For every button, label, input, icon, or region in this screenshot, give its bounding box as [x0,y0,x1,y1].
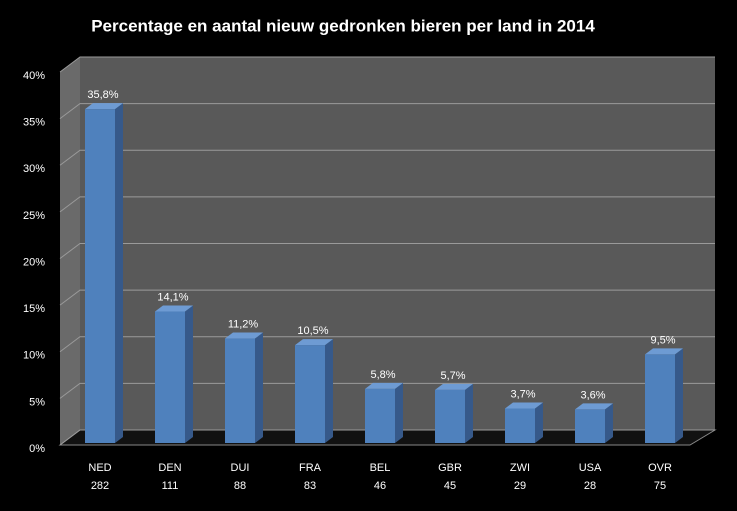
x-tick-count: 29 [514,480,526,492]
y-tick-label: 25% [23,210,45,222]
y-tick-label: 0% [29,443,45,455]
bar-side [395,382,403,443]
y-tick-label: 30% [23,163,45,175]
bar-top [295,339,333,346]
bar [365,388,395,443]
bar [295,345,325,443]
bar-top [225,332,263,339]
chart-title: Percentage en aantal nieuw gedronken bie… [91,16,595,35]
x-tick-count: 46 [374,480,386,492]
value-label: 35,8% [87,89,118,101]
x-tick-count: 88 [234,480,246,492]
x-tick-count: 282 [91,480,109,492]
bar-side [675,348,683,443]
bar-top [645,348,683,355]
value-label: 9,5% [650,334,675,346]
grid-line [59,103,715,120]
value-label: 11,2% [228,318,259,330]
x-tick-count: 111 [162,480,179,492]
bar-top [435,383,473,390]
x-tick-count: 75 [654,480,666,492]
grid-line [59,382,715,399]
x-tick-label: FRA [299,462,322,474]
bar-side [535,402,543,443]
bar-top [505,402,543,409]
value-label: 3,6% [580,389,605,401]
bar-side [115,103,123,443]
x-tick-label: ZWI [510,462,530,474]
bar-side [325,339,333,443]
value-label: 5,8% [370,369,395,381]
grid-line [59,336,715,353]
x-tick-count: 28 [584,480,596,492]
bar-side [465,383,473,443]
y-tick-label: 20% [23,256,45,268]
grid-line [59,196,715,213]
x-tick-label: NED [88,462,111,474]
value-label: 10,5% [297,325,328,337]
y-tick-label: 40% [23,70,45,82]
bar-side [185,305,193,443]
bar-side [255,332,263,443]
value-label: 5,7% [440,370,465,382]
x-tick-label: USA [579,462,602,474]
grid-line [59,243,715,259]
grid-line [59,56,715,73]
bar [85,109,115,443]
y-tick-label: 15% [23,303,45,315]
grid-line [59,289,715,306]
bar-top [85,103,123,110]
grid-line [59,149,715,166]
bar [225,338,255,443]
grid-line [59,429,715,446]
x-tick-label: DUI [231,462,250,474]
y-tick-label: 35% [23,117,45,129]
x-tick-label: GBR [438,462,462,474]
bar [505,408,535,443]
bar [435,389,465,443]
bar-side [605,403,613,443]
value-label: 3,7% [510,388,535,400]
bar-top [575,403,613,410]
bar-top [365,382,403,389]
x-tick-label: BEL [370,462,391,474]
x-tick-count: 83 [304,480,316,492]
value-label: 14,1% [157,291,188,303]
bar [155,311,185,443]
y-tick-label: 10% [23,350,45,362]
x-tick-label: OVR [648,462,672,474]
x-tick-count: 45 [444,480,456,492]
bar-top [155,305,193,312]
bar [645,354,675,443]
bar [575,409,605,443]
y-tick-label: 5% [29,396,45,408]
x-tick-label: DEN [158,462,181,474]
